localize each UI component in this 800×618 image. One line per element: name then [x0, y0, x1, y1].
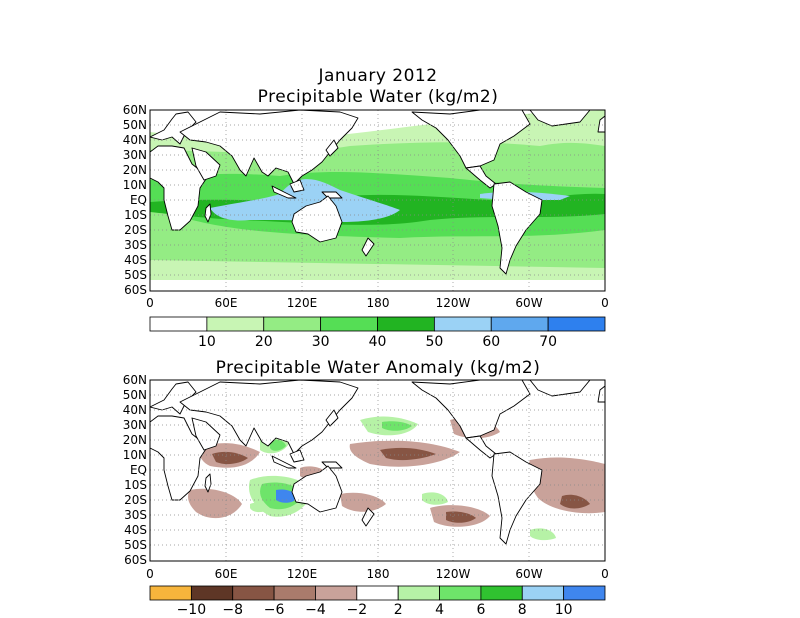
lon-label: 120W [436, 296, 471, 310]
colorbar-label: 20 [255, 334, 273, 350]
lat-label: EQ [130, 193, 147, 207]
lat-label: 30N [123, 148, 147, 162]
lon-label: 120E [287, 296, 318, 310]
pw-map [149, 109, 606, 292]
anomaly-colorbar: −10 −8 −6 −4 −2 2 4 6 8 10 [149, 585, 606, 618]
lat-label: 40S [124, 523, 147, 537]
colorbar-swatch [490, 316, 549, 332]
colorbar-label: 2 [394, 602, 403, 618]
colorbar-label: 10 [198, 334, 216, 350]
pw-lon-labels: 0 60E 120E 180 120W 60W 0 [146, 296, 609, 310]
lon-label: 120W [436, 567, 471, 581]
colorbar-swatch [149, 585, 192, 601]
lat-label: 30S [124, 508, 147, 522]
colorbar-swatch [547, 316, 606, 332]
colorbar-label: 10 [555, 602, 573, 618]
lat-label: 10S [124, 478, 147, 492]
lon-label: 60E [215, 296, 238, 310]
colorbar-label: 60 [482, 334, 500, 350]
colorbar-swatch [439, 585, 482, 601]
lon-label: 0 [146, 567, 154, 581]
lon-label: 120E [287, 567, 318, 581]
colorbar-swatch [397, 585, 440, 601]
colorbar-swatch [356, 585, 399, 601]
lat-label: 20N [123, 163, 147, 177]
pw-field [150, 110, 605, 280]
lat-label: 20S [124, 493, 147, 507]
lon-label: 60W [515, 296, 542, 310]
colorbar-label: 4 [435, 602, 444, 618]
figure-title-date: January 2012 [318, 66, 438, 86]
lat-label: 40N [123, 133, 147, 147]
lat-label: 60N [123, 373, 147, 387]
colorbar-swatch [149, 316, 208, 332]
colorbar-label: −4 [305, 602, 326, 618]
lat-label: 50S [124, 538, 147, 552]
lon-label: 60E [215, 567, 238, 581]
lat-label: 60N [123, 103, 147, 117]
anomaly-lat-labels: 60N 50N 40N 30N 20N 10N EQ 10S 20S 30S 4… [123, 373, 147, 567]
anomaly-field [150, 380, 605, 545]
lat-label: 30N [123, 418, 147, 432]
colorbar-swatch [377, 316, 435, 332]
pw-colorbar: 10 20 30 40 50 60 70 [149, 316, 606, 350]
anomaly-lon-labels: 0 60E 120E 180 120W 60W 0 [146, 567, 609, 581]
colorbar-swatch [190, 585, 234, 601]
colorbar-label: 8 [518, 602, 527, 618]
colorbar-swatch [521, 585, 565, 601]
anomaly-map [149, 379, 606, 562]
colorbar-label: 30 [312, 334, 330, 350]
colorbar-swatch [273, 585, 316, 601]
lat-label: 30S [124, 238, 147, 252]
colorbar-label: 40 [369, 334, 387, 350]
lat-label: EQ [130, 463, 147, 477]
figure-title-pw: Precipitable Water (kg/m2) [257, 87, 499, 107]
lon-label: 60W [515, 567, 542, 581]
colorbar-label: −8 [222, 602, 243, 618]
lat-label: 10S [124, 208, 147, 222]
colorbar-swatch [433, 316, 492, 332]
lat-label: 60S [124, 553, 147, 567]
lat-label: 20N [123, 433, 147, 447]
colorbar-swatch [263, 316, 322, 332]
lon-label: 180 [367, 567, 390, 581]
colorbar-label: −2 [346, 602, 367, 618]
lat-label: 60S [124, 283, 147, 297]
colorbar-swatch [320, 316, 378, 332]
colorbar-swatch [480, 585, 523, 601]
lon-label: 0 [146, 296, 154, 310]
colorbar-swatch [563, 585, 606, 601]
lon-label: 0 [601, 567, 609, 581]
lat-label: 20S [124, 223, 147, 237]
colorbar-swatch [315, 585, 358, 601]
colorbar-swatch [206, 316, 265, 332]
lat-label: 40S [124, 253, 147, 267]
lat-label: 50N [123, 118, 147, 132]
lon-label: 0 [601, 296, 609, 310]
lat-label: 40N [123, 403, 147, 417]
colorbar-label: −10 [177, 602, 207, 618]
figure-title-anomaly: Precipitable Water Anomaly (kg/m2) [215, 358, 541, 378]
colorbar-label: 70 [539, 334, 557, 350]
lat-label: 50S [124, 268, 147, 282]
colorbar-label: 50 [425, 334, 443, 350]
lat-label: 50N [123, 388, 147, 402]
lon-label: 180 [367, 296, 390, 310]
colorbar-label: −6 [264, 602, 285, 618]
lat-label: 10N [123, 448, 147, 462]
lat-label: 10N [123, 178, 147, 192]
colorbar-label: 6 [476, 602, 485, 618]
colorbar-swatch [232, 585, 275, 601]
pw-lat-labels: 60N 50N 40N 30N 20N 10N EQ 10S 20S 30S 4… [123, 103, 147, 297]
